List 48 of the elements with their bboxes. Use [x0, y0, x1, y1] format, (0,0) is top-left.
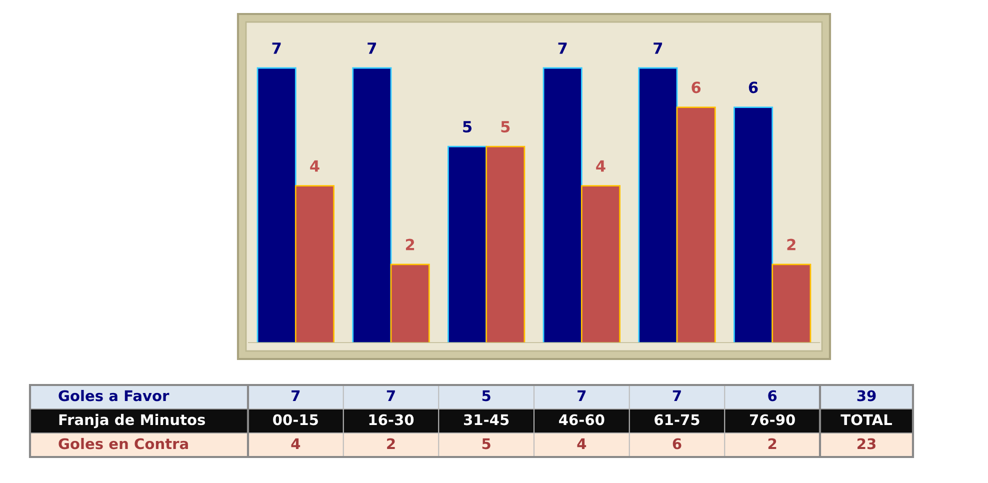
- text: Franja de Minutos: [59, 414, 206, 428]
- data-label: 4: [596, 160, 606, 172]
- text: TOTAL: [840, 414, 892, 426]
- x-tick-label: 76-90: [750, 414, 795, 426]
- bar: [256, 67, 296, 343]
- text: 5: [482, 438, 490, 450]
- data-label: 7: [654, 42, 662, 54]
- x-tick-label: 00-15: [273, 414, 318, 426]
- bar: [294, 185, 334, 343]
- text: 4: [291, 438, 300, 450]
- text: 4: [577, 438, 586, 450]
- data-label: 5: [463, 121, 472, 132]
- bar: [676, 106, 716, 343]
- x-tick-label: 46-60: [559, 414, 604, 426]
- x-tick-label: 61-75: [654, 414, 700, 426]
- text: 7: [672, 390, 681, 402]
- text: 2: [768, 438, 776, 450]
- data-label: 7: [558, 42, 567, 54]
- text: 7: [292, 390, 300, 402]
- x-tick-label: 16-30: [369, 414, 414, 426]
- bar: [486, 146, 526, 343]
- text: 5: [482, 390, 490, 402]
- data-label: 7: [272, 42, 281, 54]
- text: 6: [768, 390, 777, 402]
- data-label: 4: [310, 160, 320, 172]
- data-label: 7: [368, 42, 376, 54]
- bar: [638, 67, 678, 343]
- data-label: 5: [501, 121, 510, 132]
- bar: [542, 67, 582, 343]
- bar: [390, 264, 430, 343]
- text: 2: [387, 438, 395, 450]
- text: 39: [857, 390, 876, 402]
- bar: [734, 106, 774, 343]
- text: 7: [386, 390, 395, 402]
- bar: [352, 67, 392, 343]
- bar: [448, 146, 488, 343]
- data-label: 6: [692, 82, 701, 94]
- text: 23: [858, 438, 876, 450]
- bar: [580, 185, 620, 343]
- data-label: 6: [748, 82, 758, 94]
- text: 7: [578, 390, 586, 402]
- bar: [772, 264, 812, 343]
- data-label: 2: [406, 238, 414, 250]
- text: Goles en Contra: [58, 438, 188, 450]
- text: Goles a Favor: [58, 390, 170, 402]
- x-tick-label: 31-45: [464, 414, 509, 426]
- data-label: 2: [787, 238, 796, 250]
- text: 6: [672, 438, 682, 450]
